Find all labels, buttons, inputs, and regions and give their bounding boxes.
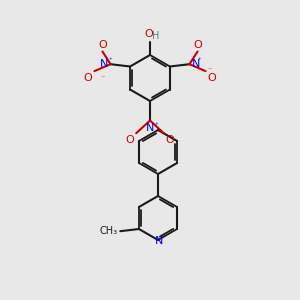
Text: O: O — [166, 135, 175, 145]
Text: O: O — [208, 73, 216, 83]
Text: N: N — [191, 59, 200, 69]
Text: ⁻: ⁻ — [142, 135, 147, 144]
Text: ⁺: ⁺ — [155, 122, 159, 128]
Text: O: O — [145, 29, 153, 39]
Text: N: N — [155, 236, 163, 246]
Text: O: O — [84, 73, 92, 83]
Text: ⁻: ⁻ — [208, 65, 212, 74]
Text: O: O — [125, 135, 134, 145]
Text: ⁺: ⁺ — [197, 58, 201, 64]
Text: ⁻: ⁻ — [100, 73, 105, 82]
Text: CH₃: CH₃ — [99, 226, 117, 236]
Text: N: N — [146, 122, 154, 133]
Text: H: H — [152, 32, 160, 41]
Text: O: O — [193, 40, 202, 50]
Text: ⁺: ⁺ — [109, 58, 112, 64]
Text: O: O — [98, 40, 107, 50]
Text: N: N — [100, 59, 109, 69]
